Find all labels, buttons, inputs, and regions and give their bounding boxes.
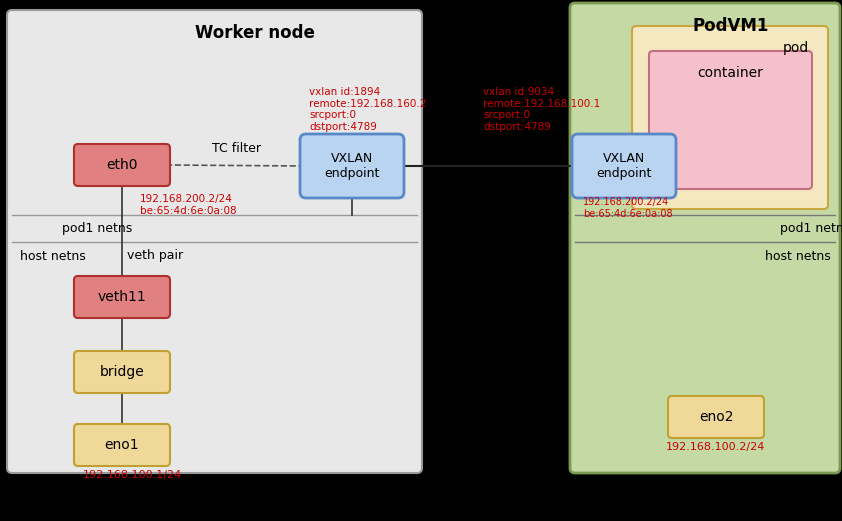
Text: VXLAN
endpoint: VXLAN endpoint (596, 152, 652, 180)
Text: 192.168.100.2/24: 192.168.100.2/24 (666, 442, 765, 452)
Text: veth11: veth11 (98, 290, 147, 304)
Text: host netns: host netns (765, 250, 831, 263)
FancyBboxPatch shape (300, 134, 404, 198)
Text: vxlan id:1894
remote:192.168.160.2
srcport:0
dstport:4789: vxlan id:1894 remote:192.168.160.2 srcpo… (309, 87, 426, 132)
FancyBboxPatch shape (649, 51, 812, 189)
Text: veth pair: veth pair (127, 250, 183, 263)
Text: 192.168.100.1/24: 192.168.100.1/24 (83, 470, 182, 480)
Text: 192.168.200.2/24
be:65:4d:6e:0a:08: 192.168.200.2/24 be:65:4d:6e:0a:08 (583, 197, 673, 219)
FancyBboxPatch shape (668, 396, 764, 438)
Text: PodVM1: PodVM1 (693, 17, 770, 35)
Text: host netns: host netns (20, 250, 86, 263)
FancyBboxPatch shape (570, 3, 840, 473)
Text: pod1 netns: pod1 netns (62, 222, 132, 235)
Text: vxlan id:9034
remote:192.168.100.1
srcport:0
dstport:4789: vxlan id:9034 remote:192.168.100.1 srcpo… (483, 87, 600, 132)
Text: eno2: eno2 (699, 410, 733, 424)
Text: 192.168.200.2/24
be:65:4d:6e:0a:08: 192.168.200.2/24 be:65:4d:6e:0a:08 (140, 194, 237, 216)
Text: TC filter: TC filter (211, 142, 260, 155)
Text: eth0: eth0 (106, 158, 138, 172)
Text: bridge: bridge (99, 365, 144, 379)
Text: container: container (697, 66, 764, 80)
FancyBboxPatch shape (74, 351, 170, 393)
Text: pod: pod (783, 41, 809, 55)
Text: VXLAN
endpoint: VXLAN endpoint (324, 152, 380, 180)
Text: eno1: eno1 (104, 438, 139, 452)
FancyBboxPatch shape (74, 424, 170, 466)
FancyBboxPatch shape (572, 134, 676, 198)
Text: Worker node: Worker node (195, 24, 315, 42)
FancyBboxPatch shape (632, 26, 828, 209)
FancyBboxPatch shape (74, 144, 170, 186)
FancyBboxPatch shape (7, 10, 422, 473)
Text: pod1 netns: pod1 netns (780, 222, 842, 235)
FancyBboxPatch shape (74, 276, 170, 318)
